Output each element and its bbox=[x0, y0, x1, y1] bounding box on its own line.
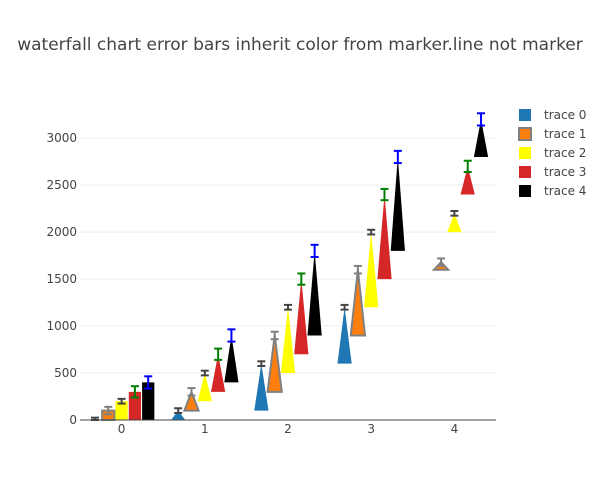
y-tick-label: 1500 bbox=[46, 272, 77, 286]
legend-item[interactable]: trace 4 bbox=[519, 184, 586, 198]
error-bar bbox=[270, 330, 279, 341]
waterfall-bar[interactable] bbox=[280, 307, 296, 374]
error-bar bbox=[200, 369, 209, 377]
y-tick-label: 0 bbox=[69, 413, 77, 427]
waterfall-bar[interactable] bbox=[390, 156, 405, 251]
legend-swatch bbox=[519, 147, 531, 159]
error-bar bbox=[284, 303, 292, 311]
waterfall-bar[interactable] bbox=[197, 373, 212, 402]
waterfall-bar[interactable] bbox=[460, 166, 475, 195]
error-bar bbox=[257, 360, 266, 367]
legend-label: trace 0 bbox=[544, 108, 586, 122]
error-bar bbox=[130, 385, 139, 399]
waterfall-bar[interactable] bbox=[377, 194, 392, 280]
error-bar bbox=[367, 228, 376, 236]
legend-item[interactable]: trace 0 bbox=[519, 108, 586, 122]
waterfall-bar[interactable] bbox=[266, 335, 283, 393]
legend-item[interactable]: trace 1 bbox=[518, 127, 586, 141]
legend-swatch bbox=[519, 109, 531, 121]
error-bar bbox=[437, 257, 446, 267]
error-bar bbox=[477, 112, 486, 127]
x-tick-label: 0 bbox=[118, 422, 126, 436]
error-bar bbox=[450, 209, 459, 217]
waterfall-bar[interactable] bbox=[364, 232, 379, 308]
error-bar bbox=[297, 272, 306, 286]
y-tick-label: 2500 bbox=[46, 178, 77, 192]
legend-swatch bbox=[518, 127, 532, 141]
y-axis-ticks: 0 500 1000 1500 2000 2500 3000 bbox=[46, 131, 77, 427]
y-tick-label: 3000 bbox=[46, 131, 77, 145]
error-bar bbox=[104, 405, 113, 416]
x-tick-label: 3 bbox=[367, 422, 375, 436]
error-bar bbox=[174, 407, 183, 414]
waterfall-bar[interactable] bbox=[210, 354, 226, 392]
error-bars-layer bbox=[90, 112, 486, 421]
error-bar bbox=[353, 264, 362, 275]
legend-label: trace 3 bbox=[544, 165, 586, 179]
waterfall-bar[interactable] bbox=[337, 307, 352, 364]
error-bar bbox=[187, 387, 196, 397]
error-bar bbox=[393, 149, 402, 165]
waterfall-bar[interactable] bbox=[182, 388, 201, 412]
grid-layer bbox=[80, 137, 496, 374]
legend[interactable]: trace 0 trace 1 trace 2 trace 3 trace 4 bbox=[518, 108, 586, 198]
error-bar bbox=[227, 328, 236, 343]
waterfall-bar[interactable] bbox=[224, 335, 239, 383]
waterfall-bar[interactable] bbox=[473, 119, 489, 157]
error-bar bbox=[340, 303, 349, 311]
legend-label: trace 1 bbox=[544, 127, 586, 141]
y-tick-label: 2000 bbox=[46, 225, 77, 239]
x-axis-ticks: 0 1 2 3 4 bbox=[118, 422, 458, 436]
legend-item[interactable]: trace 3 bbox=[519, 165, 586, 179]
bars-layer bbox=[88, 119, 489, 421]
legend-label: trace 4 bbox=[544, 184, 586, 198]
waterfall-bar[interactable] bbox=[254, 363, 269, 411]
waterfall-bar[interactable] bbox=[447, 213, 462, 233]
waterfall-bar[interactable] bbox=[349, 269, 367, 337]
y-tick-label: 1000 bbox=[46, 319, 77, 333]
error-bar bbox=[144, 375, 153, 390]
error-bar bbox=[214, 347, 223, 361]
error-bar bbox=[380, 187, 389, 202]
y-tick-label: 500 bbox=[54, 366, 77, 380]
legend-label: trace 2 bbox=[544, 146, 586, 160]
legend-swatch bbox=[519, 185, 531, 197]
legend-swatch bbox=[519, 166, 531, 178]
legend-item[interactable]: trace 2 bbox=[519, 146, 586, 160]
chart-title: waterfall chart error bars inherit color… bbox=[17, 35, 583, 55]
error-bar bbox=[463, 159, 472, 173]
waterfall-bar[interactable] bbox=[142, 382, 155, 420]
waterfall-bar[interactable] bbox=[128, 391, 142, 420]
waterfall-bar[interactable] bbox=[171, 410, 186, 420]
waterfall-bar[interactable] bbox=[307, 250, 322, 336]
error-bar bbox=[310, 243, 319, 259]
x-tick-label: 1 bbox=[201, 422, 209, 436]
waterfall-bar[interactable] bbox=[115, 401, 128, 420]
waterfall-bar[interactable] bbox=[294, 279, 309, 355]
x-tick-label: 4 bbox=[451, 422, 459, 436]
error-bar bbox=[117, 397, 126, 405]
x-tick-label: 2 bbox=[284, 422, 292, 436]
